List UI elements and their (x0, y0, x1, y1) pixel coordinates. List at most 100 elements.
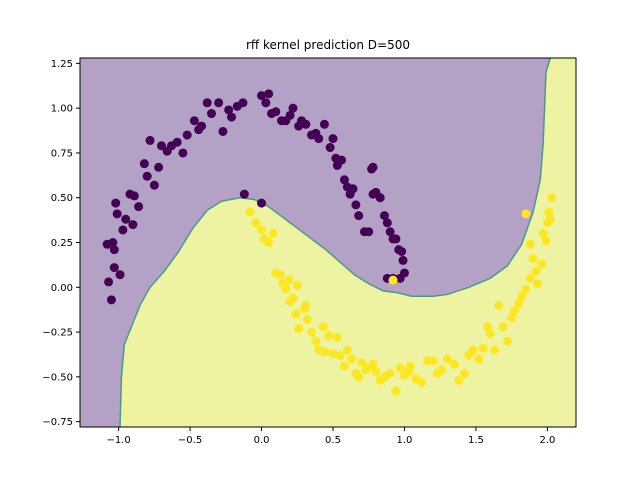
y-tick-label: −0.75 (42, 417, 73, 428)
data-point-class-0 (238, 98, 248, 108)
data-point-class-0 (301, 119, 311, 129)
data-point-class-0 (382, 218, 392, 228)
data-point-class-0 (142, 171, 152, 181)
data-point-class-0 (319, 119, 329, 129)
data-point-class-1 (357, 358, 367, 368)
data-point-class-0 (348, 184, 358, 194)
data-point-class-0 (154, 162, 164, 172)
data-point-class-1 (294, 323, 304, 333)
data-point-class-1 (537, 259, 547, 269)
data-points (102, 89, 557, 396)
data-point-class-0 (128, 220, 138, 230)
data-point-class-1 (311, 336, 321, 346)
data-point-class-0 (398, 255, 408, 265)
decision-regions (80, 58, 576, 427)
data-point-class-0 (218, 126, 228, 136)
y-tick-label: 0.50 (51, 193, 73, 204)
data-point-class-1 (288, 293, 298, 303)
data-point-class-0 (189, 116, 199, 126)
x-tick-label: 0.0 (254, 435, 270, 446)
y-tick-label: 0.00 (51, 283, 73, 294)
data-point-class-0 (129, 191, 139, 201)
data-point-class-1 (538, 229, 548, 239)
data-point-class-0 (379, 211, 389, 221)
data-point-class-0 (227, 112, 237, 122)
chart-title: rff kernel prediction D=500 (246, 38, 410, 52)
data-point-class-1 (257, 225, 267, 235)
x-tick-label: 2.0 (539, 435, 555, 446)
data-point-class-1 (391, 386, 401, 396)
data-point-class-0 (288, 103, 298, 113)
data-point-class-0 (149, 180, 159, 190)
y-tick-label: −0.50 (42, 372, 73, 383)
data-point-class-1 (371, 366, 381, 376)
data-point-class-0 (395, 273, 405, 283)
data-point-class-1 (490, 345, 500, 355)
data-point-class-1 (544, 207, 554, 217)
data-point-class-1 (361, 365, 371, 375)
data-point-class-1 (328, 349, 338, 359)
data-point-class-1 (281, 284, 291, 294)
data-point-class-0 (385, 227, 395, 237)
data-point-class-1 (482, 322, 492, 332)
data-point-class-0 (354, 211, 364, 221)
data-point-class-1 (388, 275, 398, 285)
data-point-class-1 (507, 313, 517, 323)
data-point-class-1 (514, 298, 524, 308)
data-point-class-0 (178, 148, 188, 158)
data-point-class-0 (328, 134, 338, 144)
data-point-class-1 (517, 291, 527, 301)
data-point-class-0 (197, 121, 206, 131)
data-point-class-0 (364, 227, 374, 237)
data-point-class-1 (541, 236, 551, 246)
data-point-class-1 (319, 347, 329, 357)
data-point-class-0 (109, 263, 119, 273)
data-point-class-1 (404, 366, 414, 376)
data-point-class-1 (547, 193, 557, 203)
data-point-class-0 (261, 98, 271, 108)
data-point-class-1 (460, 368, 470, 378)
y-tick-label: 0.75 (51, 148, 73, 159)
data-point-class-0 (391, 234, 401, 244)
data-point-class-0 (271, 107, 281, 117)
data-point-class-1 (339, 361, 349, 371)
data-point-class-0 (337, 155, 347, 165)
data-point-class-0 (202, 98, 212, 108)
data-point-class-1 (498, 322, 508, 332)
data-point-class-1 (525, 273, 535, 283)
data-point-class-1 (324, 331, 334, 341)
y-axis: −0.75 −0.50 −0.25 0.00 0.25 0.50 0.75 1.00 1.25 (42, 59, 80, 428)
data-point-class-1 (284, 275, 294, 285)
data-point-class-1 (264, 238, 274, 247)
data-point-class-1 (335, 350, 345, 360)
y-tick-label: 1.00 (51, 104, 73, 115)
data-point-class-1 (485, 329, 495, 339)
data-point-class-1 (478, 343, 488, 353)
data-point-class-1 (368, 359, 378, 369)
data-point-class-1 (275, 270, 285, 280)
data-point-class-1 (510, 306, 520, 316)
data-point-class-1 (395, 363, 405, 373)
data-point-class-1 (251, 218, 261, 228)
data-point-class-1 (521, 209, 531, 219)
x-axis: −1.0 −0.5 0.0 0.5 1.0 1.5 2.0 (106, 427, 555, 446)
data-point-class-1 (307, 327, 317, 337)
data-point-class-1 (428, 356, 438, 366)
data-point-class-0 (115, 270, 125, 280)
data-point-class-0 (214, 98, 224, 108)
data-point-class-1 (347, 354, 357, 364)
data-point-class-0 (182, 130, 192, 140)
data-point-class-1 (502, 336, 512, 346)
data-point-class-1 (468, 345, 478, 355)
data-point-class-1 (292, 280, 302, 290)
x-tick-label: −1.0 (106, 435, 130, 446)
data-point-class-1 (450, 359, 459, 369)
data-point-class-0 (118, 225, 128, 235)
data-point-class-0 (109, 245, 119, 255)
data-point-class-0 (224, 105, 234, 115)
data-point-class-1 (417, 377, 427, 387)
data-point-class-0 (325, 143, 335, 153)
data-point-class-1 (531, 266, 541, 276)
data-point-class-0 (106, 295, 116, 305)
data-point-class-1 (268, 229, 278, 239)
